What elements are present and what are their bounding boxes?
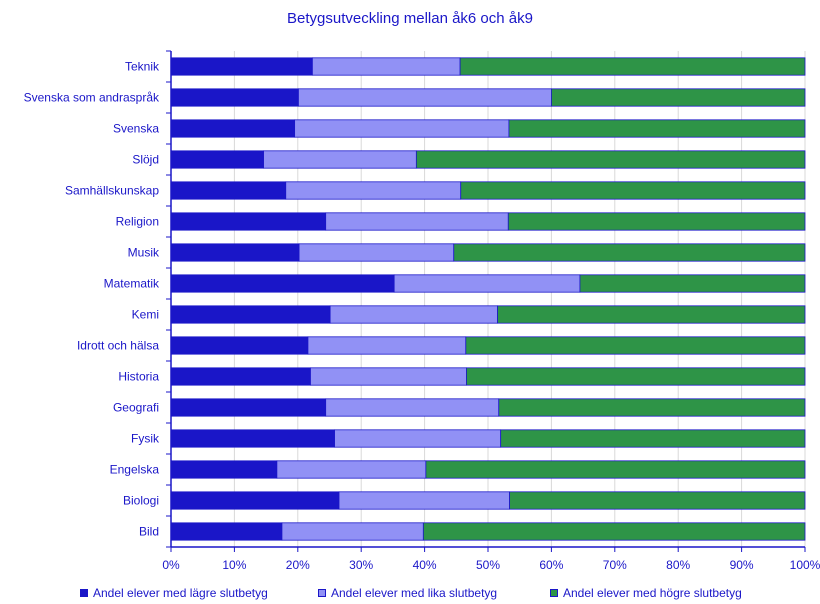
category-label: Svenska som andraspråk	[24, 91, 160, 105]
category-label: Bild	[139, 525, 159, 539]
x-tick-label: 80%	[666, 558, 690, 572]
category-label: Historia	[118, 370, 159, 384]
x-tick-label: 60%	[539, 558, 563, 572]
bar-segment	[170, 336, 309, 355]
legend-label: Andel elever med lägre slutbetyg	[93, 586, 268, 600]
category-label: Samhällskunskap	[65, 184, 159, 198]
bar-segment	[500, 429, 806, 448]
bar-segment	[466, 367, 806, 386]
category-label: Teknik	[125, 60, 160, 74]
legend-label: Andel elever med högre slutbetyg	[563, 586, 742, 600]
bar-segment	[170, 305, 331, 324]
category-label: Religion	[116, 215, 159, 229]
bar-segment	[170, 150, 264, 169]
bar-segment	[263, 150, 417, 169]
x-tick-label: 70%	[603, 558, 627, 572]
bar-segment	[422, 522, 806, 541]
bar-segment	[276, 460, 427, 479]
bar-segment	[415, 150, 806, 169]
x-tick-label: 0%	[162, 558, 180, 572]
bar-segment	[425, 460, 806, 479]
bar-segment	[459, 57, 806, 76]
legend: Andel elever med lägre slutbetyg Andel el…	[0, 586, 820, 604]
bar-segment	[498, 398, 806, 417]
x-tick-label: 30%	[349, 558, 373, 572]
category-label: Engelska	[110, 463, 160, 477]
category-label: Matematik	[104, 277, 160, 291]
bar-segment	[170, 367, 311, 386]
bar-segment	[170, 398, 327, 417]
legend-item: Andel elever med lika slutbetyg	[318, 586, 497, 600]
bar-segment	[329, 305, 498, 324]
bar-segment	[170, 243, 300, 262]
bar-segment	[507, 212, 806, 231]
category-label: Fysik	[131, 432, 160, 446]
bar-segment	[170, 57, 313, 76]
legend-item: Andel elever med lägre slutbetyg	[80, 586, 268, 600]
bar-segment	[579, 274, 806, 293]
category-label: Svenska	[113, 122, 159, 136]
bar-segment	[460, 181, 806, 200]
bar-segment	[170, 460, 278, 479]
bar-segment	[170, 522, 283, 541]
bar-segment	[310, 367, 467, 386]
x-tick-label: 40%	[413, 558, 437, 572]
bar-segment	[298, 243, 455, 262]
legend-label: Andel elever med lika slutbetyg	[331, 586, 498, 600]
bar-segment	[311, 57, 461, 76]
category-label: Musik	[128, 246, 160, 260]
bar-segment	[298, 88, 552, 107]
chart-title: Betygsutveckling mellan åk6 och åk9	[287, 10, 533, 27]
legend-swatch	[80, 589, 88, 597]
bar-segment	[509, 491, 806, 510]
bar-segment	[393, 274, 581, 293]
bar-segment	[508, 119, 806, 138]
bar-segment	[325, 212, 509, 231]
bar-segment	[497, 305, 806, 324]
category-label: Biologi	[123, 494, 159, 508]
category-label: Slöjd	[132, 153, 159, 167]
bar-segment	[170, 212, 327, 231]
bar-segment	[281, 522, 424, 541]
bar-segment	[294, 119, 510, 138]
x-tick-label: 50%	[476, 558, 500, 572]
bar-segment	[307, 336, 467, 355]
bar-segment	[170, 119, 296, 138]
bar-segment	[170, 491, 340, 510]
bar-segment	[285, 181, 462, 200]
bar-segment	[334, 429, 502, 448]
bar-segment	[325, 398, 500, 417]
bar-segment	[170, 274, 395, 293]
x-tick-label: 10%	[222, 558, 246, 572]
x-tick-label: 100%	[790, 558, 820, 572]
bar-segment	[170, 429, 335, 448]
bar-segment	[170, 181, 287, 200]
category-label: Geografi	[113, 401, 159, 415]
x-tick-label: 90%	[730, 558, 754, 572]
x-tick-label: 20%	[286, 558, 310, 572]
bar-segment	[170, 88, 299, 107]
bar-segment	[453, 243, 806, 262]
category-label: Idrott och hälsa	[77, 339, 159, 353]
bar-segment	[465, 336, 806, 355]
legend-item: Andel elever med högre slutbetyg	[550, 586, 742, 600]
bar-segment	[551, 88, 806, 107]
bar-segment	[338, 491, 510, 510]
legend-swatch	[318, 589, 326, 597]
legend-swatch	[550, 589, 558, 597]
category-label: Kemi	[132, 308, 159, 322]
